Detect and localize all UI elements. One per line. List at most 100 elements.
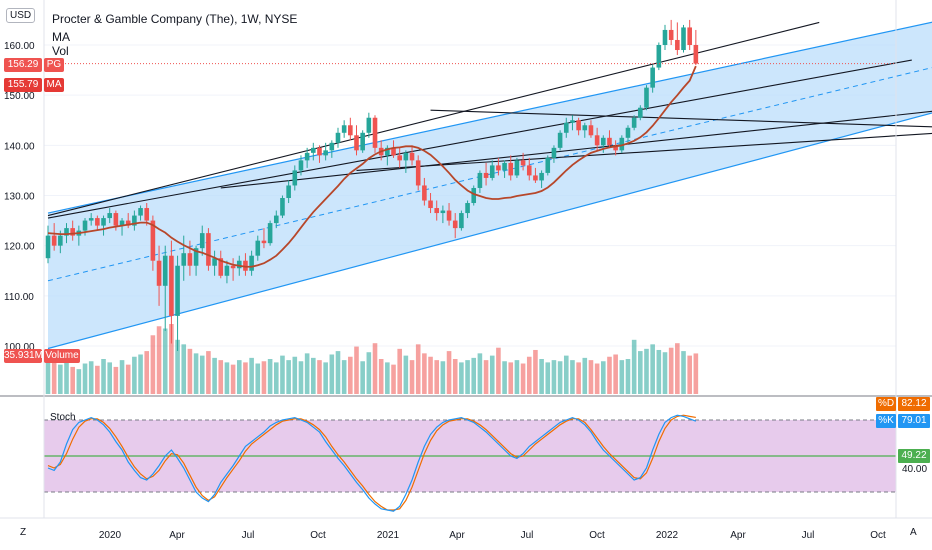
candle-body [261, 240, 267, 244]
candle-body [360, 132, 365, 151]
volume-name-tag: Volume [44, 349, 80, 363]
candle-body [175, 265, 180, 316]
candle-body [348, 125, 353, 136]
volume-bar [644, 348, 649, 394]
price-pane [44, 19, 932, 394]
price-tick-label: 110.00 [4, 292, 34, 303]
candle-body [489, 165, 495, 178]
volume-bar [576, 362, 581, 394]
volume-bar [76, 369, 82, 394]
volume-bar [483, 360, 489, 394]
volume-bar [631, 339, 637, 394]
volume-bar [286, 360, 291, 394]
volume-bar [656, 349, 662, 394]
volume-bar [280, 355, 285, 394]
last-price-tag: 156.29 [4, 58, 42, 72]
candle-body [582, 125, 588, 131]
stoch-d-value-tag: 82.12 [898, 397, 930, 411]
volume-bar [557, 361, 563, 394]
candle-body [138, 208, 143, 216]
candle-body [533, 175, 538, 181]
candle-body [224, 265, 230, 276]
regression-channel-fill [48, 22, 932, 349]
volume-bar [607, 356, 612, 394]
time-tick-label: Apr [449, 530, 465, 541]
candle-body [452, 220, 458, 229]
volume-bar [385, 362, 390, 394]
candle-body [428, 200, 433, 209]
volume-bar [681, 351, 686, 394]
candle-body [508, 162, 514, 176]
candle-body [249, 255, 254, 271]
stoch-k-value-tag: 79.01 [898, 414, 930, 428]
candle-body [144, 208, 150, 221]
vol-legend[interactable]: Vol [52, 44, 69, 58]
price-tick-label: 120.00 [4, 242, 35, 253]
volume-bar [193, 353, 199, 394]
volume-bar [132, 356, 137, 394]
candle-body [273, 215, 279, 224]
candle-body [638, 107, 643, 118]
candle-body [526, 165, 532, 176]
currency-label[interactable]: USD [6, 8, 36, 23]
volume-bar [533, 349, 538, 394]
candle-body [317, 147, 322, 156]
candle-body [483, 172, 489, 178]
volume-bar [323, 362, 328, 394]
volume-bar [181, 344, 187, 394]
timezone-button[interactable]: Z [20, 527, 27, 538]
candle-body [409, 152, 415, 161]
candle-body [662, 29, 668, 45]
volume-bar [508, 362, 514, 394]
volume-bar [64, 360, 69, 394]
candle-body [119, 220, 125, 226]
candle-body [45, 235, 51, 259]
candle-body [563, 122, 569, 133]
candle-body [230, 265, 236, 269]
volume-bar [668, 347, 674, 394]
candle-body [625, 127, 631, 138]
volume-bar [45, 357, 51, 394]
volume-bar [613, 354, 618, 394]
stoch-k-value: 79.01 [901, 415, 927, 426]
volume-bar [144, 351, 150, 394]
volume-bar [298, 361, 304, 394]
volume-bar [70, 366, 75, 394]
candle-body [440, 210, 446, 214]
time-tick-label: Oct [310, 530, 326, 541]
candle-body [514, 160, 520, 176]
volume-bar [687, 355, 692, 394]
volume-bar [403, 355, 409, 394]
auto-scale-button[interactable]: A [910, 527, 917, 538]
candle-body [631, 117, 637, 128]
volume-bar [570, 360, 575, 394]
volume-bar [675, 343, 680, 394]
volume-bar [249, 357, 254, 394]
candle-body [70, 228, 75, 236]
candle-body [101, 218, 106, 226]
volume-bar [477, 353, 483, 394]
trendline [220, 110, 932, 189]
candle-body [218, 258, 224, 276]
stoch-label: Stoch [50, 412, 76, 423]
candle-body [557, 132, 563, 148]
volume-bar [206, 351, 211, 394]
candle-body [236, 260, 242, 269]
candle-body [594, 135, 600, 146]
ma-value-tag: 155.79 [4, 78, 42, 92]
volume-bar [267, 359, 273, 394]
volume-bar [662, 352, 668, 394]
symbol-title[interactable]: Procter & Gamble Company (The), 1W, NYSE [52, 12, 298, 26]
volume-bar [360, 361, 365, 394]
candle-body [341, 125, 347, 133]
time-tick-label: Oct [589, 530, 605, 541]
volume-bar [422, 353, 427, 394]
volume-bar [619, 360, 625, 394]
volume-bar [415, 344, 421, 394]
candle-body [588, 125, 594, 136]
volume-bar [446, 351, 452, 394]
volume-bar [292, 356, 298, 394]
ma-legend[interactable]: MA [52, 30, 70, 44]
candle-body [156, 260, 162, 286]
